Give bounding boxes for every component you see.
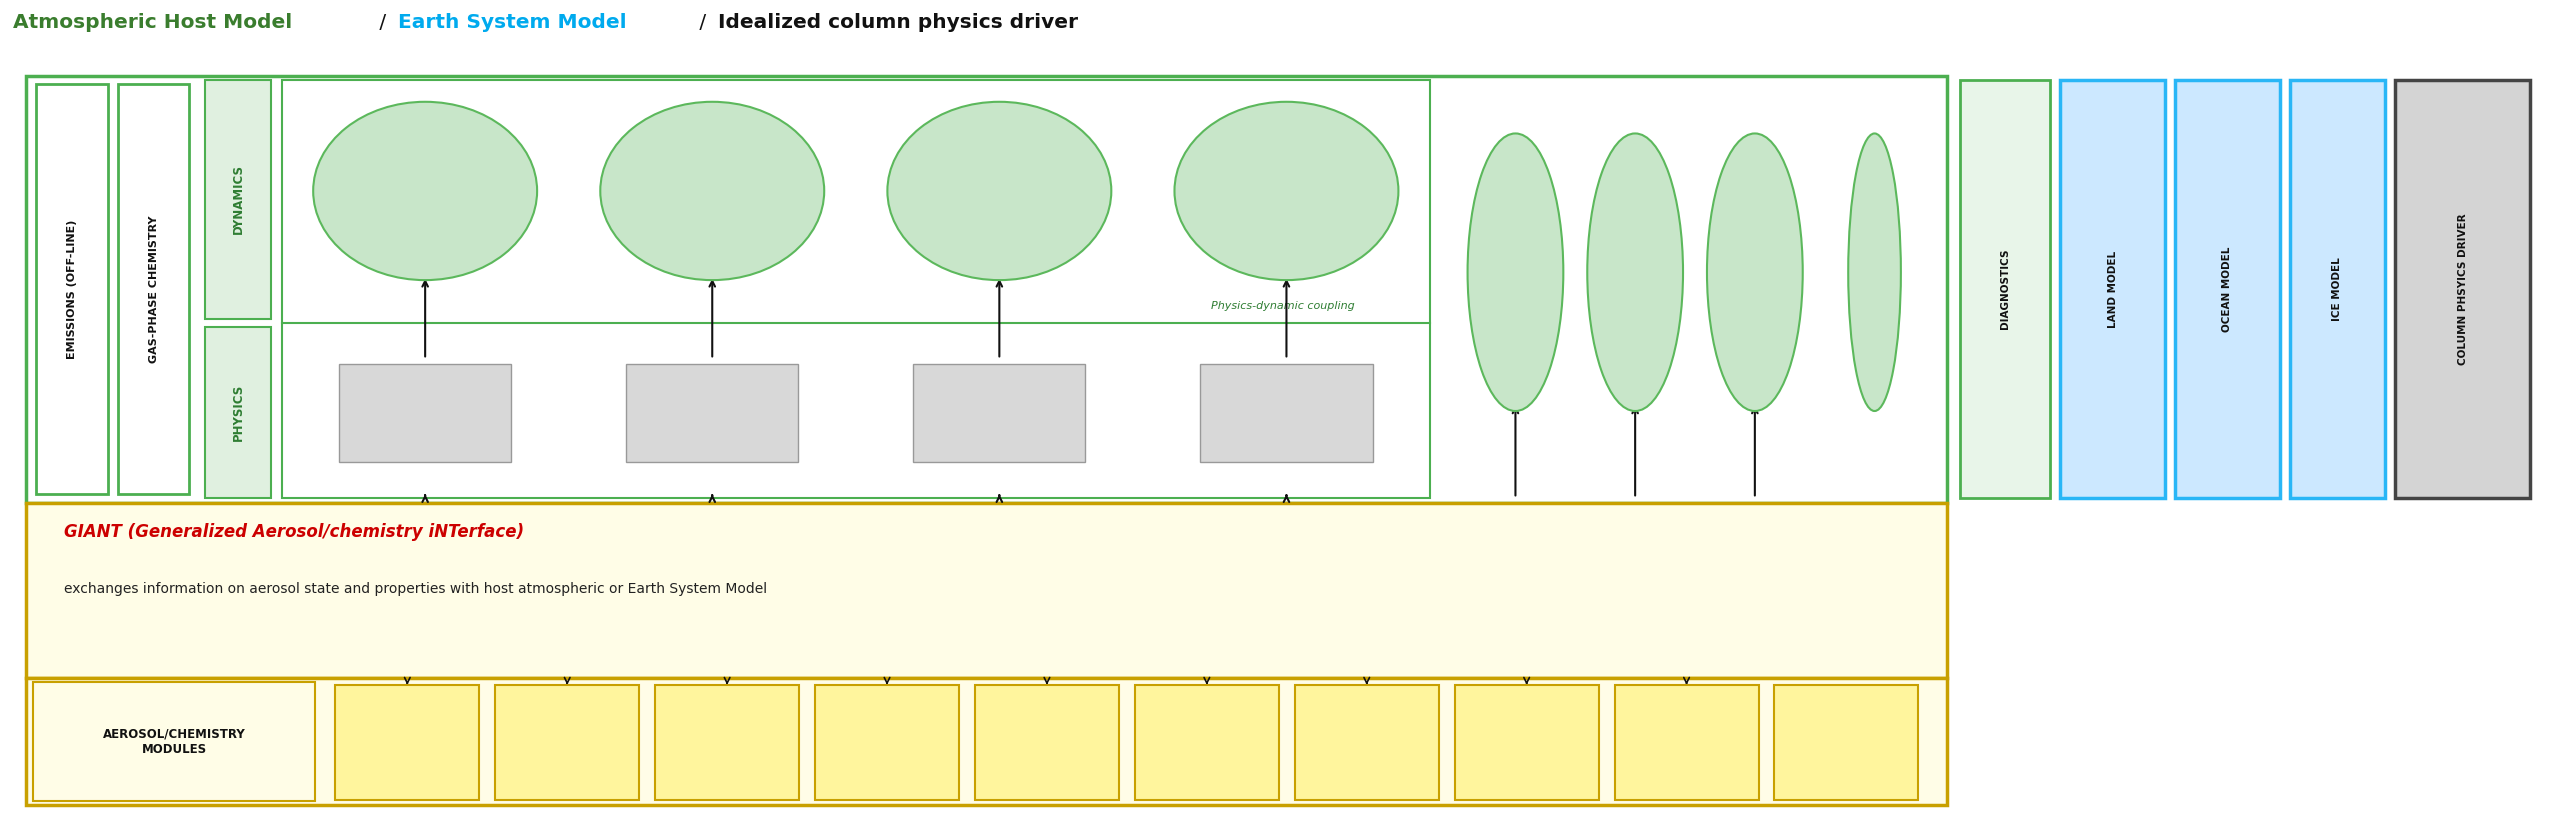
FancyBboxPatch shape — [205, 80, 271, 319]
FancyBboxPatch shape — [655, 685, 799, 800]
FancyBboxPatch shape — [335, 685, 479, 800]
Text: BULK GC: BULK GC — [1659, 736, 1715, 748]
Ellipse shape — [599, 102, 824, 280]
Text: Earth System Model: Earth System Model — [399, 13, 627, 32]
Text: ICE MODEL: ICE MODEL — [2332, 257, 2342, 320]
Text: CAMP: CAMP — [1027, 736, 1065, 748]
Text: GISS
ModelE: GISS ModelE — [1613, 258, 1656, 286]
Text: PHYSICS: PHYSICS — [230, 384, 246, 441]
Text: NOAA
UFS FV3: NOAA UFS FV3 — [402, 177, 448, 205]
Text: MATRIX: MATRIX — [1500, 736, 1551, 748]
Text: NOAA
GFDL AM4.1: NOAA GFDL AM4.1 — [1480, 258, 1551, 286]
Ellipse shape — [1708, 133, 1802, 411]
Text: NCAR
SE: NCAR SE — [983, 177, 1016, 205]
Ellipse shape — [1587, 133, 1682, 411]
Ellipse shape — [1848, 133, 1902, 411]
Text: GIANT (Generalized Aerosol/chemistry iNTerface): GIANT (Generalized Aerosol/chemistry iNT… — [64, 524, 525, 541]
FancyBboxPatch shape — [1201, 363, 1372, 462]
Ellipse shape — [1175, 102, 1398, 280]
FancyBboxPatch shape — [282, 80, 1431, 498]
Text: MAM: MAM — [712, 736, 742, 748]
FancyBboxPatch shape — [1961, 80, 2051, 498]
FancyBboxPatch shape — [1134, 685, 1280, 800]
Text: CAM
physics: CAM physics — [978, 402, 1019, 424]
Text: ....: .... — [1866, 266, 1882, 279]
Text: NCAR
MPAS: NCAR MPAS — [696, 177, 730, 205]
Text: OMA: OMA — [1352, 736, 1382, 748]
Ellipse shape — [888, 102, 1111, 280]
FancyBboxPatch shape — [2061, 80, 2166, 498]
FancyBboxPatch shape — [975, 685, 1119, 800]
Ellipse shape — [1467, 133, 1564, 411]
Text: LAND MODEL: LAND MODEL — [2107, 251, 2117, 327]
FancyBboxPatch shape — [1615, 685, 1759, 800]
Ellipse shape — [312, 102, 538, 280]
Text: CCPP
physics: CCPP physics — [404, 402, 445, 424]
Text: /: / — [374, 13, 392, 32]
FancyBboxPatch shape — [26, 503, 1948, 678]
FancyBboxPatch shape — [494, 685, 640, 800]
Text: DYNAMICS: DYNAMICS — [230, 164, 246, 234]
Text: AEROSOL/CHEMISTRY
MODULES: AEROSOL/CHEMISTRY MODULES — [102, 727, 246, 756]
FancyBboxPatch shape — [1774, 685, 1917, 800]
FancyBboxPatch shape — [814, 685, 960, 800]
FancyBboxPatch shape — [914, 363, 1085, 462]
FancyBboxPatch shape — [338, 363, 512, 462]
FancyBboxPatch shape — [2176, 80, 2281, 498]
FancyBboxPatch shape — [2291, 80, 2386, 498]
FancyBboxPatch shape — [26, 76, 1948, 503]
FancyBboxPatch shape — [205, 327, 271, 498]
FancyBboxPatch shape — [118, 84, 189, 494]
Text: CARMA: CARMA — [863, 736, 911, 748]
FancyBboxPatch shape — [1295, 685, 1439, 800]
Text: OCEAN MODEL: OCEAN MODEL — [2222, 247, 2232, 331]
Text: GEOS
AGCM: GEOS AGCM — [1738, 258, 1772, 286]
Text: exchanges information on aerosol state and properties with host atmospheric or E: exchanges information on aerosol state a… — [64, 582, 768, 597]
FancyBboxPatch shape — [1454, 685, 1597, 800]
Text: Physics-dynamic coupling: Physics-dynamic coupling — [1211, 300, 1354, 310]
Text: WRF
physics: WRF physics — [691, 402, 732, 424]
FancyBboxPatch shape — [26, 678, 1948, 805]
FancyBboxPatch shape — [2396, 80, 2529, 498]
Text: COLUMN PHSYICS DRIVER: COLUMN PHSYICS DRIVER — [2458, 213, 2468, 365]
Text: ....: .... — [1838, 736, 1856, 748]
FancyBboxPatch shape — [627, 363, 799, 462]
Text: DIAGNOSTICS: DIAGNOSTICS — [1999, 249, 2010, 329]
Text: AM4.1: AM4.1 — [1185, 736, 1229, 748]
Text: GAS-PHASE CHEMISTRY: GAS-PHASE CHEMISTRY — [148, 216, 159, 362]
Text: Idealized column physics driver: Idealized column physics driver — [719, 13, 1078, 32]
Text: DOE EAM
physics: DOE EAM physics — [1260, 402, 1313, 424]
Text: DOE
E3SM SE: DOE E3SM SE — [1262, 177, 1311, 205]
Text: Atmospheric Host Model: Atmospheric Host Model — [13, 13, 292, 32]
Text: MOSAIC: MOSAIC — [540, 736, 594, 748]
FancyBboxPatch shape — [33, 682, 315, 801]
Text: /: / — [694, 13, 712, 32]
Text: GOCART: GOCART — [379, 736, 435, 748]
FancyBboxPatch shape — [36, 84, 108, 494]
Text: EMISSIONS (OFF-LINE): EMISSIONS (OFF-LINE) — [67, 219, 77, 359]
